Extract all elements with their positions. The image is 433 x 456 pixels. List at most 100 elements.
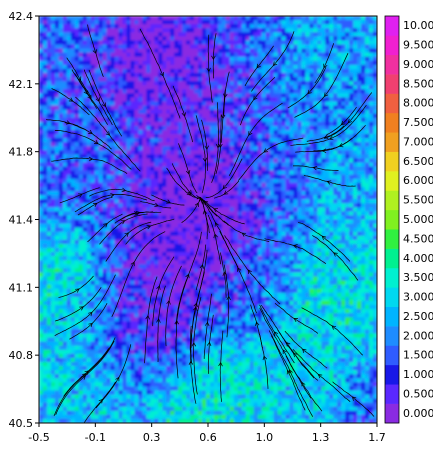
- heatmap-cell: [249, 154, 255, 160]
- heatmap-cell: [241, 227, 247, 233]
- heatmap-cell: [114, 113, 120, 119]
- heatmap-cell: [182, 40, 187, 46]
- heatmap-cell: [198, 158, 203, 164]
- heatmap-cell: [118, 211, 124, 217]
- heatmap-cell: [353, 174, 358, 180]
- heatmap-cell: [62, 32, 68, 37]
- heatmap-cell: [39, 97, 44, 103]
- heatmap-cell: [206, 20, 211, 25]
- heatmap-cell: [194, 121, 199, 127]
- heatmap-cell: [241, 138, 247, 143]
- heatmap-cell: [293, 207, 299, 212]
- heatmap-cell: [365, 170, 370, 176]
- heatmap-cell: [357, 97, 362, 103]
- heatmap-cell: [54, 32, 60, 37]
- heatmap-cell: [273, 219, 279, 225]
- heatmap-cell: [114, 121, 120, 127]
- heatmap-cell: [325, 121, 330, 127]
- heatmap-cell: [321, 97, 326, 103]
- heatmap-cell: [118, 32, 124, 37]
- heatmap-cell: [245, 174, 251, 180]
- heatmap-cell: [305, 231, 310, 237]
- heatmap-cell: [130, 72, 136, 78]
- heatmap-cell: [225, 68, 231, 74]
- heatmap-cell: [146, 48, 151, 54]
- heatmap-cell: [261, 252, 267, 257]
- heatmap-cell: [170, 85, 175, 90]
- heatmap-cell: [345, 223, 350, 229]
- heatmap-cell: [297, 93, 303, 98]
- heatmap-cell: [285, 101, 291, 107]
- heatmap-cell: [186, 20, 191, 25]
- heatmap-cell: [345, 195, 350, 200]
- heatmap-cell: [337, 125, 342, 131]
- heatmap-cell: [345, 48, 350, 54]
- heatmap-cell: [118, 199, 124, 204]
- heatmap-cell: [217, 170, 223, 176]
- heatmap-cell: [190, 89, 195, 94]
- heatmap-cell: [170, 105, 175, 111]
- heatmap-cell: [190, 227, 195, 233]
- heatmap-cell: [337, 40, 342, 46]
- heatmap-cell: [265, 60, 271, 66]
- heatmap-cell: [50, 178, 56, 184]
- heatmap-cell: [178, 231, 183, 237]
- heatmap-cell: [265, 158, 271, 164]
- heatmap-cell: [209, 162, 215, 168]
- heatmap-cell: [150, 182, 155, 188]
- heatmap-cell: [293, 85, 299, 90]
- heatmap-cell: [146, 231, 151, 237]
- heatmap-cell: [70, 178, 76, 184]
- heatmap-cell: [209, 150, 215, 155]
- heatmap-cell: [213, 186, 219, 192]
- heatmap-cell: [321, 105, 326, 111]
- heatmap-cell: [146, 235, 151, 241]
- heatmap-cell: [245, 207, 251, 212]
- heatmap-cell: [122, 166, 128, 172]
- heatmap-cell: [150, 211, 155, 217]
- heatmap-cell: [241, 203, 247, 208]
- heatmap-cell: [221, 117, 227, 123]
- heatmap-cell: [166, 68, 171, 74]
- heatmap-cell: [150, 243, 155, 249]
- heatmap-cell: [277, 191, 283, 196]
- heatmap-cell: [190, 101, 195, 107]
- heatmap-cell: [213, 174, 219, 180]
- heatmap-cell: [241, 247, 247, 253]
- heatmap-cell: [277, 56, 283, 62]
- heatmap-cell: [66, 239, 72, 245]
- heatmap-cell: [206, 166, 211, 172]
- heatmap-cell: [365, 28, 370, 33]
- heatmap-cell: [118, 239, 124, 245]
- heatmap-cell: [313, 195, 318, 200]
- heatmap-cell: [365, 243, 370, 249]
- heatmap-cell: [325, 146, 330, 151]
- heatmap-cell: [353, 227, 358, 233]
- heatmap-cell: [50, 48, 56, 54]
- heatmap-cell: [66, 89, 72, 94]
- heatmap-cell: [39, 77, 44, 82]
- heatmap-cell: [369, 28, 374, 33]
- heatmap-cell: [94, 113, 100, 119]
- heatmap-cell: [86, 166, 92, 172]
- heatmap-cell: [297, 48, 303, 54]
- heatmap-cell: [39, 203, 44, 208]
- heatmap-cell: [70, 150, 76, 155]
- heatmap-cell: [305, 121, 310, 127]
- heatmap-cell: [122, 105, 128, 111]
- heatmap-cell: [106, 77, 112, 82]
- heatmap-cell: [66, 117, 72, 123]
- heatmap-cell: [94, 207, 100, 212]
- heatmap-cell: [198, 93, 203, 98]
- heatmap-cell: [293, 154, 299, 160]
- heatmap-cell: [150, 199, 155, 204]
- heatmap-cell: [162, 117, 167, 123]
- heatmap-cell: [58, 178, 64, 184]
- heatmap-cell: [233, 239, 239, 245]
- heatmap-cell: [305, 178, 310, 184]
- heatmap-cell: [82, 28, 88, 33]
- heatmap-cell: [225, 138, 231, 143]
- heatmap-cell: [90, 223, 96, 229]
- heatmap-cell: [329, 239, 334, 245]
- heatmap-cell: [313, 146, 318, 151]
